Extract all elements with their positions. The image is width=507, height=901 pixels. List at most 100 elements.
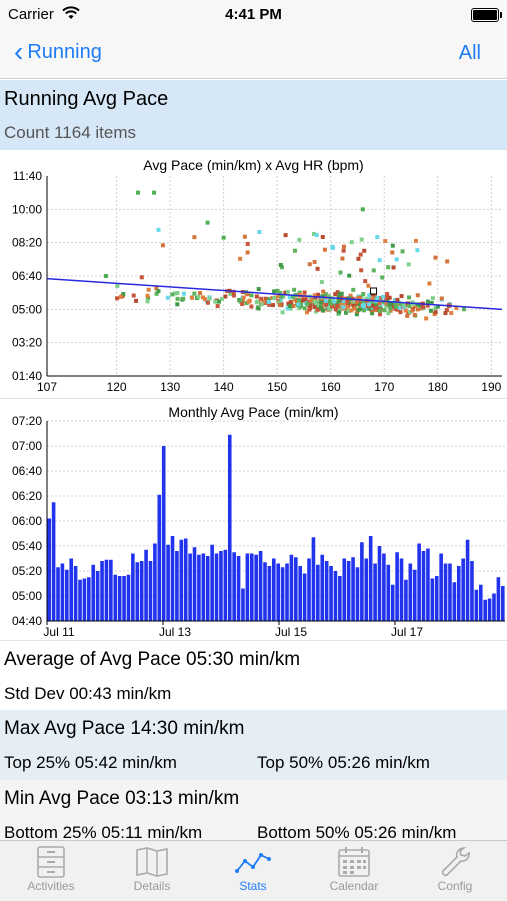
scatter-point <box>430 296 435 301</box>
scatter-point <box>348 293 353 298</box>
calendar-icon <box>304 845 404 879</box>
bar <box>280 567 285 621</box>
scatter-point <box>377 301 382 306</box>
scatter-point <box>245 250 250 255</box>
scatter-point <box>244 301 249 306</box>
y-tick-label: 08:20 <box>12 236 42 250</box>
bar <box>373 563 377 621</box>
scatter-point <box>328 301 333 306</box>
scatter-point <box>383 295 388 300</box>
scatter-point <box>245 292 250 297</box>
scatter-point <box>207 296 212 301</box>
scatter-point <box>297 298 302 303</box>
scatter-point <box>403 308 408 313</box>
max-row[interactable]: Max Avg Pace 14:30 min/km Top 25% 05:42 … <box>0 710 507 780</box>
bar <box>452 582 457 621</box>
scatter-point <box>329 304 334 309</box>
scatter-point <box>433 310 438 315</box>
scatter-point <box>335 290 340 295</box>
x-tick-label: 107 <box>37 380 57 394</box>
scatter-point <box>415 307 420 312</box>
scatter-point <box>304 310 309 315</box>
scatter-point <box>357 302 362 307</box>
scatter-point <box>399 301 404 306</box>
tab-bar: Activities Details Stats Calendar Config <box>0 840 507 901</box>
scatter-point <box>370 311 375 316</box>
scatter-point <box>256 287 261 292</box>
all-button[interactable]: All <box>458 42 481 64</box>
scatter-point <box>383 239 388 244</box>
back-label: Running <box>27 40 102 63</box>
scatter-point <box>378 305 383 310</box>
scatter-point <box>439 296 444 301</box>
x-tick-label: 130 <box>160 380 180 394</box>
scatter-point <box>278 262 283 267</box>
scatter-point <box>341 303 346 308</box>
bar <box>183 538 188 621</box>
scatter-point <box>238 299 243 304</box>
scatter-point <box>372 293 377 298</box>
bar <box>192 547 197 621</box>
y-tick-label: 06:00 <box>12 514 42 528</box>
scatter-point <box>321 289 326 294</box>
scatter-point <box>242 234 247 239</box>
bar <box>148 561 153 621</box>
scatter-point <box>433 255 438 260</box>
min-row[interactable]: Min Avg Pace 03:13 min/km Bottom 25% 05:… <box>0 780 507 842</box>
bar <box>470 561 474 621</box>
scatter-point <box>352 299 357 304</box>
y-tick-label: 06:40 <box>12 269 42 283</box>
x-tick-label: 160 <box>321 380 341 394</box>
scatter-point <box>394 257 399 262</box>
scatter-point <box>290 294 295 299</box>
tab-activities[interactable]: Activities <box>1 845 101 893</box>
average-row[interactable]: Average of Avg Pace 05:30 min/km Std Dev… <box>0 640 507 711</box>
scatter-point <box>203 297 208 302</box>
bar-chart[interactable]: Monthly Avg Pace (min/km) 07:20 07:00 06:4… <box>0 398 507 641</box>
scatter-point <box>347 308 352 313</box>
scatter-point <box>356 256 361 261</box>
bar <box>109 559 113 621</box>
tab-stats[interactable]: Stats <box>203 845 303 893</box>
scatter-chart[interactable]: Avg Pace (min/km) x Avg HR (bpm) 11:40 10… <box>0 152 507 398</box>
scatter-point <box>216 299 221 304</box>
bar <box>346 561 351 621</box>
bar <box>333 571 338 621</box>
tab-details[interactable]: Details <box>102 845 202 893</box>
bar <box>360 542 364 621</box>
bar <box>210 544 214 621</box>
tab-calendar[interactable]: Calendar <box>304 845 404 893</box>
scatter-point <box>257 230 262 235</box>
bar <box>421 551 426 621</box>
scatter-point <box>401 302 406 307</box>
bar <box>73 566 78 621</box>
scatter-point <box>276 294 281 299</box>
scatter-point <box>462 307 467 312</box>
scatter-point <box>121 292 126 297</box>
scatter-point <box>399 294 404 299</box>
scatter-point <box>415 248 420 253</box>
stddev-label: Std Dev 00:43 min/km <box>4 684 172 703</box>
scatter-point <box>373 303 378 308</box>
tab-config[interactable]: Config <box>405 845 505 893</box>
y-tick-label: 05:00 <box>12 302 42 316</box>
scatter-point <box>316 292 321 297</box>
scatter-point <box>312 293 317 298</box>
bar <box>104 559 109 621</box>
scatter-point <box>139 275 144 280</box>
bar <box>377 546 382 621</box>
scatter-point <box>415 293 420 298</box>
bar <box>382 553 386 621</box>
scatter-point <box>146 287 151 292</box>
bar <box>161 446 166 621</box>
bar <box>456 566 461 621</box>
scatter-point <box>283 290 288 295</box>
scatter-point <box>259 302 264 307</box>
back-button[interactable]: ‹ Running <box>14 38 102 66</box>
bar <box>188 553 192 621</box>
scatter-point <box>369 300 374 305</box>
scatter-point <box>307 262 312 267</box>
scatter-point <box>223 294 228 299</box>
x-tick-label: Jul 15 <box>275 625 307 639</box>
scatter-point <box>338 292 343 297</box>
